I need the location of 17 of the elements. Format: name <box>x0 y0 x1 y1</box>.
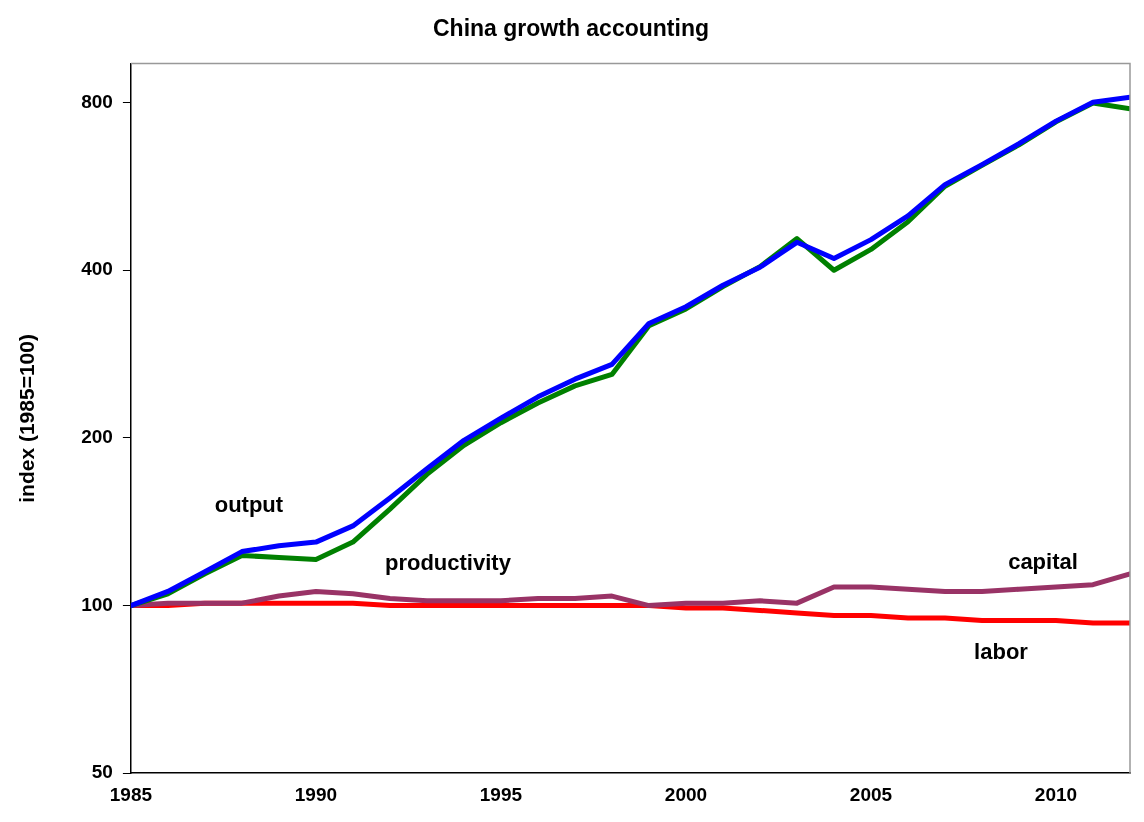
x-tick-label: 2005 <box>849 783 893 805</box>
y-tick-label: 400 <box>81 258 113 280</box>
x-tick-label: 2000 <box>664 783 708 805</box>
series-label: capital <box>1008 548 1078 574</box>
y-tick-label: 200 <box>81 426 113 448</box>
x-tick-label: 1995 <box>479 783 523 805</box>
chart-title: China growth accounting <box>433 15 709 42</box>
y-tick-label: 800 <box>81 90 113 112</box>
x-tick-label: 1990 <box>294 783 338 805</box>
x-tick-label: 2010 <box>1034 783 1078 805</box>
series-label: labor <box>974 638 1029 664</box>
y-tick-label: 100 <box>81 593 113 615</box>
series-label: productivity <box>384 550 512 576</box>
y-tick-label: 50 <box>91 761 113 783</box>
y-axis-title: index (1985=100) <box>15 334 39 503</box>
series-label: output <box>214 491 284 517</box>
x-tick-label: 1985 <box>109 783 153 805</box>
